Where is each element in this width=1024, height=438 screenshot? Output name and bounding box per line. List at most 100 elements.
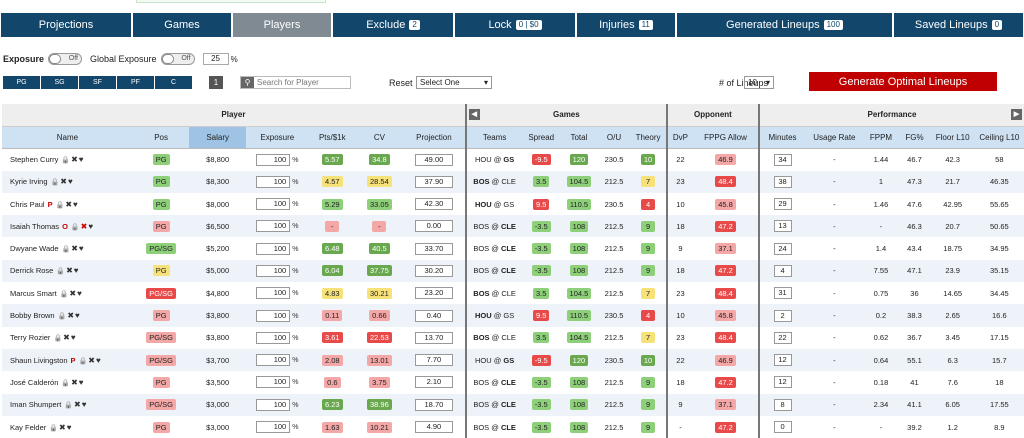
count-button[interactable]: 1	[209, 76, 223, 89]
minutes-input[interactable]: 8	[773, 398, 792, 411]
col-ceiling-l10[interactable]: Ceiling L10	[974, 126, 1024, 149]
col-fppg-allow[interactable]: FPPG Allow	[693, 126, 759, 149]
heart-icon[interactable]: ♥	[75, 311, 81, 321]
minutes-input[interactable]: 24	[773, 242, 792, 255]
exclude-icon[interactable]: ✖	[65, 199, 74, 209]
exposure-input[interactable]: 100	[256, 376, 291, 389]
exposure-toggle[interactable]: Off	[48, 53, 83, 65]
exposure-input[interactable]: 100	[256, 175, 291, 188]
exclude-icon[interactable]: ✖	[80, 221, 89, 231]
global-exposure-toggle[interactable]: Off	[160, 53, 195, 65]
num-lineups-select[interactable]: 10 ▾	[744, 76, 774, 89]
minutes-input[interactable]: 2	[773, 309, 792, 322]
exclude-icon[interactable]: ✖	[88, 355, 96, 365]
lock-icon[interactable]: 🔒	[70, 223, 81, 231]
position-btn-sg[interactable]: SG	[41, 76, 78, 89]
global-exposure-input[interactable]: 25	[202, 53, 229, 65]
tab-players[interactable]: Players	[233, 13, 331, 37]
col-dvp[interactable]: DvP	[665, 126, 694, 149]
tab-generated-lineups[interactable]: Generated Lineups 100	[677, 13, 892, 37]
col-cv[interactable]: CV	[355, 126, 403, 149]
projection-input[interactable]: 42.30	[414, 198, 453, 211]
projection-input[interactable]: 7.70	[414, 354, 453, 367]
projection-input[interactable]: 30.20	[414, 264, 453, 277]
exclude-icon[interactable]: ✖	[63, 333, 71, 343]
position-btn-sf[interactable]: SF	[79, 76, 116, 89]
exposure-input[interactable]: 100	[256, 198, 291, 211]
exposure-input[interactable]: 100	[256, 264, 291, 277]
heart-icon[interactable]: ♥	[81, 400, 88, 410]
col-theory[interactable]: Theory	[630, 126, 667, 149]
exclude-icon[interactable]: ✖	[59, 422, 67, 432]
exposure-input[interactable]: 100	[256, 331, 291, 344]
exclude-icon[interactable]: ✖	[67, 311, 76, 321]
lock-icon[interactable]: 🔒	[53, 335, 64, 343]
minutes-input[interactable]: 0	[773, 421, 792, 433]
col-pts-1k[interactable]: Pts/$1k	[308, 126, 356, 149]
projection-input[interactable]: 4.90	[414, 421, 453, 433]
lock-icon[interactable]: 🔒	[61, 157, 72, 165]
heart-icon[interactable]: ♥	[95, 355, 102, 365]
lock-icon[interactable]: 🔒	[59, 290, 70, 298]
col-projection[interactable]: Projection	[402, 126, 466, 149]
exposure-input[interactable]: 100	[256, 287, 291, 300]
lock-icon[interactable]: 🔒	[50, 179, 61, 187]
heart-icon[interactable]: ♥	[78, 244, 85, 254]
search-icon[interactable]: ⚲	[241, 77, 254, 88]
projection-input[interactable]: 23.20	[414, 287, 453, 300]
tab-injuries[interactable]: Injuries 11	[577, 13, 675, 37]
lock-icon[interactable]: 🔒	[61, 246, 72, 254]
exclude-icon[interactable]: ✖	[71, 244, 79, 254]
tab-games[interactable]: Games	[133, 13, 231, 37]
col-minutes[interactable]: Minutes	[757, 126, 806, 149]
col-usage-rate[interactable]: Usage Rate	[805, 126, 864, 149]
col-fg-[interactable]: FG%	[898, 126, 931, 149]
tab-lock[interactable]: Lock 0 | $0	[455, 13, 575, 37]
projection-input[interactable]: 18.70	[414, 398, 453, 411]
exposure-input[interactable]: 100	[256, 220, 291, 233]
col-salary[interactable]: Salary	[189, 126, 246, 149]
tab-exclude[interactable]: Exclude 2	[333, 13, 453, 37]
exposure-input[interactable]: 100	[256, 421, 291, 433]
lock-icon[interactable]: 🔒	[57, 313, 68, 321]
position-btn-c[interactable]: C	[155, 76, 192, 89]
col-teams[interactable]: Teams	[464, 126, 523, 149]
exposure-input[interactable]: 100	[256, 398, 291, 411]
reset-select[interactable]: Select One ▾	[416, 76, 492, 89]
exclude-icon[interactable]: ✖	[74, 400, 82, 410]
heart-icon[interactable]: ♥	[73, 199, 79, 209]
chevron-left-icon[interactable]: ◀	[468, 109, 480, 120]
lock-icon[interactable]: 🔒	[49, 424, 59, 432]
lock-icon[interactable]: 🔒	[55, 201, 66, 209]
minutes-input[interactable]: 4	[773, 264, 792, 277]
position-btn-pg[interactable]: PG	[3, 76, 40, 89]
exposure-input[interactable]: 100	[256, 354, 291, 367]
minutes-input[interactable]: 12	[773, 354, 792, 367]
exclude-icon[interactable]: ✖	[69, 288, 78, 298]
projection-input[interactable]: 33.70	[414, 242, 453, 255]
projection-input[interactable]: 0.40	[414, 309, 453, 322]
projection-input[interactable]: 2.10	[414, 376, 453, 389]
col-exposure[interactable]: Exposure	[245, 126, 309, 149]
lock-icon[interactable]: 🔒	[78, 357, 89, 365]
heart-icon[interactable]: ♥	[77, 288, 83, 298]
heart-icon[interactable]: ♥	[73, 266, 80, 276]
generate-lineups-button[interactable]: Generate Optimal Lineups	[809, 72, 997, 91]
tab-saved-lineups[interactable]: Saved Lineups 0	[894, 13, 1023, 37]
minutes-input[interactable]: 22	[773, 331, 792, 344]
col-floor-l10[interactable]: Floor L10	[930, 126, 975, 149]
tab-projections[interactable]: Projections	[1, 13, 131, 37]
lock-icon[interactable]: 🔒	[56, 268, 67, 276]
projection-input[interactable]: 13.70	[414, 331, 453, 344]
heart-icon[interactable]: ♥	[88, 221, 95, 231]
minutes-input[interactable]: 34	[773, 153, 792, 166]
minutes-input[interactable]: 31	[773, 287, 792, 300]
projection-input[interactable]: 49.00	[414, 153, 453, 166]
col-spread[interactable]: Spread	[522, 126, 561, 149]
exclude-icon[interactable]: ✖	[71, 377, 79, 387]
minutes-input[interactable]: 12	[773, 376, 792, 389]
exposure-input[interactable]: 100	[256, 153, 291, 166]
minutes-input[interactable]: 13	[773, 220, 792, 233]
heart-icon[interactable]: ♥	[78, 377, 85, 387]
lock-icon[interactable]: 🔒	[64, 402, 74, 410]
